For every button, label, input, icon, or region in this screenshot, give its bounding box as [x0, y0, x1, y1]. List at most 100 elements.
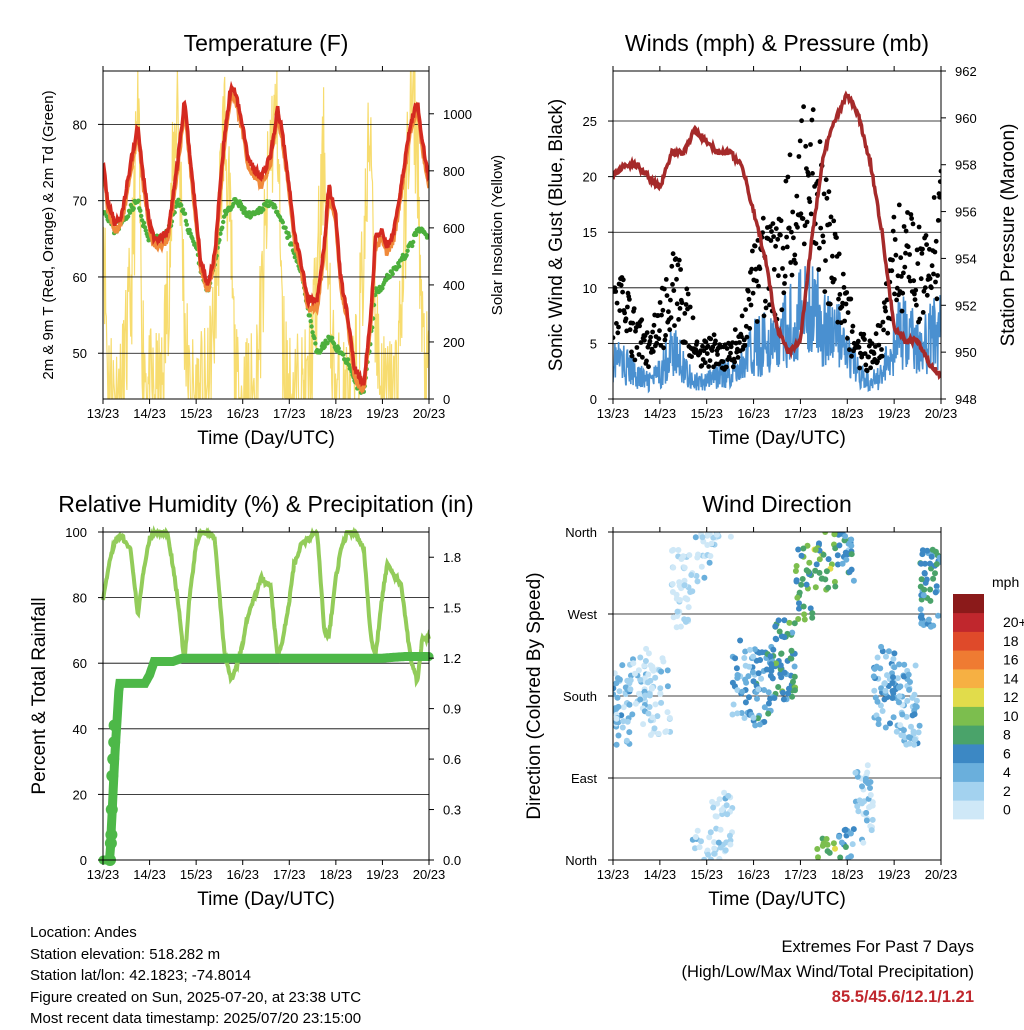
direction-point: [842, 826, 849, 833]
gust-point: [801, 104, 806, 110]
direction-point: [849, 841, 856, 848]
y-tick-label-right: 0: [443, 392, 450, 407]
gust-point: [810, 107, 816, 113]
direction-point: [915, 729, 922, 736]
gust-point: [879, 347, 884, 352]
dewpoint-point: [426, 233, 429, 238]
direction-point: [798, 581, 805, 588]
gust-point: [914, 302, 919, 308]
gust-point: [657, 300, 663, 305]
x-tick-label: 18/23: [320, 867, 353, 882]
direction-point: [644, 679, 651, 686]
gust-point: [664, 293, 670, 298]
gust-point: [848, 296, 854, 302]
direction-point: [869, 816, 876, 823]
winds-plot-area: [613, 90, 941, 394]
gust-point: [705, 343, 711, 349]
gust-point: [746, 296, 752, 302]
gust-point: [761, 313, 767, 319]
direction-point: [761, 718, 768, 725]
gust-point: [679, 300, 685, 306]
direction-point: [932, 570, 938, 577]
direction-point: [734, 687, 741, 694]
colorbar-swatch: [953, 800, 984, 820]
gust-point: [924, 292, 930, 298]
direction-point: [645, 671, 652, 678]
plot-frame: [612, 70, 942, 400]
direction-point: [832, 583, 839, 590]
direction-point: [660, 658, 667, 665]
direction-point: [822, 576, 829, 583]
x-tick-label: 20/23: [925, 406, 958, 421]
direction-point: [816, 540, 822, 547]
direction-point: [874, 654, 881, 661]
gust-point: [827, 301, 833, 307]
gust-point: [745, 288, 751, 294]
direction-point: [692, 845, 698, 852]
x-axis-label: Time (Day/UTC): [197, 428, 335, 449]
gust-point: [920, 310, 926, 315]
direction-point: [936, 554, 941, 561]
direction-point: [803, 581, 810, 588]
direction-point: [779, 689, 786, 696]
direction-point: [901, 661, 908, 668]
direction-point: [657, 691, 664, 697]
direction-point: [777, 662, 784, 669]
dewpoint-point: [313, 341, 318, 346]
gust-point: [937, 194, 941, 200]
dewpoint-point: [413, 232, 419, 237]
dewpoint-point: [411, 239, 416, 245]
gust-point: [893, 252, 899, 258]
direction-point: [793, 563, 800, 569]
dewpoint-point: [287, 234, 292, 239]
direction-point: [648, 684, 655, 691]
direction-point: [646, 692, 653, 699]
dewpoint-point: [242, 206, 247, 211]
x-tick-label: 15/23: [180, 867, 213, 882]
dewpoint-point: [193, 241, 198, 247]
gust-point: [684, 286, 690, 292]
gust-point: [699, 363, 705, 369]
x-tick-label: 14/23: [133, 406, 166, 421]
gust-point: [750, 290, 756, 296]
direction-point: [904, 697, 911, 704]
direction-point: [717, 844, 724, 851]
dewpoint-point: [312, 335, 317, 341]
y-tick-label-right: 954: [955, 251, 977, 266]
direction-point: [860, 839, 867, 846]
y-tick-label-right: 960: [955, 111, 977, 126]
gust-point: [785, 174, 791, 180]
y-tick-label-right: 1000: [443, 107, 472, 122]
gust-point: [931, 195, 937, 200]
gust-point: [787, 152, 793, 158]
direction-point: [742, 662, 749, 669]
gust-point: [789, 229, 794, 235]
gust-point: [754, 278, 759, 284]
direction-point: [755, 686, 762, 693]
gust-point: [708, 336, 714, 342]
gust-point: [614, 321, 619, 326]
gust-point: [797, 138, 803, 144]
direction-point: [848, 551, 855, 558]
gust-point: [894, 285, 900, 291]
direction-point: [842, 533, 849, 540]
direction-point: [716, 796, 723, 803]
dewpoint-point: [183, 218, 189, 224]
gust-point: [934, 296, 940, 302]
y-tick-label: 0: [590, 392, 597, 407]
gust-point: [661, 345, 666, 351]
direction-point: [620, 718, 627, 725]
gust-point: [938, 168, 941, 174]
y-tick-label-right: 952: [955, 298, 977, 313]
gust-point: [704, 351, 710, 356]
direction-point: [912, 736, 918, 743]
y-tick-label-right: 0.0: [443, 853, 461, 868]
direction-point: [680, 553, 687, 560]
gust-point: [640, 354, 645, 360]
gust-point: [613, 335, 616, 341]
x-tick-label: 16/23: [226, 867, 259, 882]
colorbar-label: 8: [1003, 727, 1011, 743]
y-tick-label: 20: [73, 787, 87, 802]
direction-point: [732, 655, 739, 662]
